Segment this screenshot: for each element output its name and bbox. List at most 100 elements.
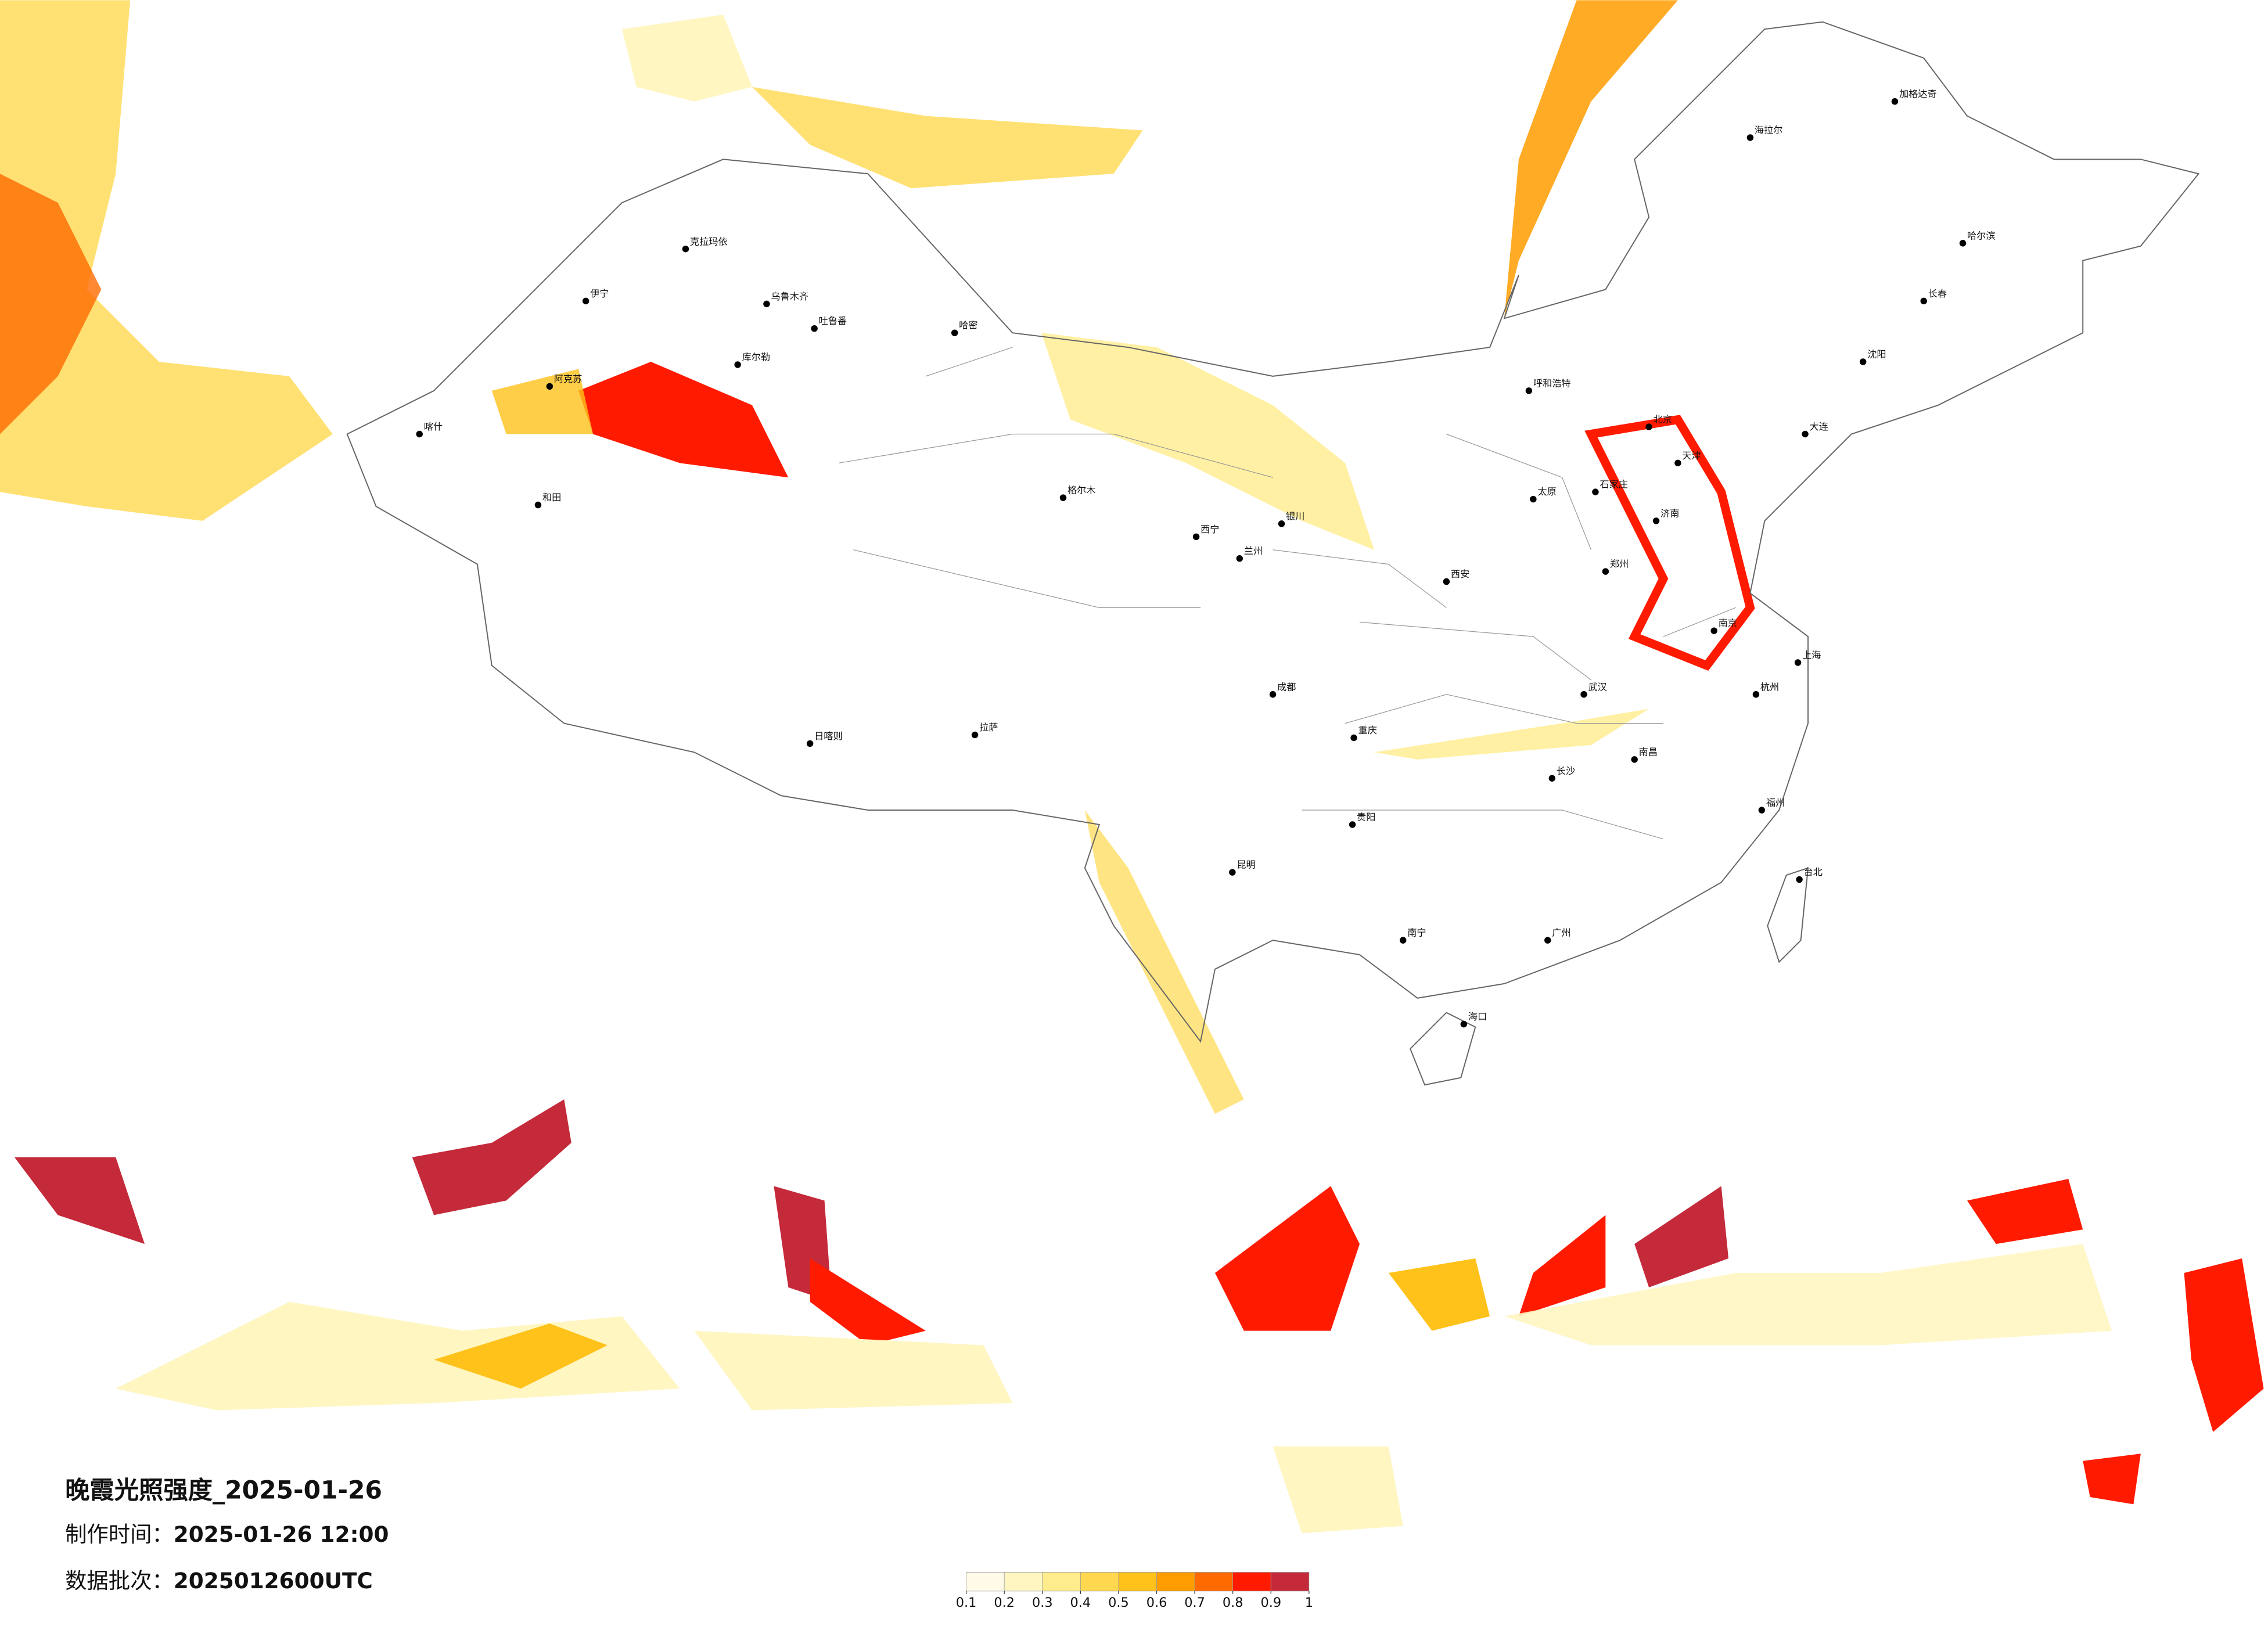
- city-dot: [1752, 691, 1760, 698]
- colorbar-segment: [1080, 1572, 1119, 1592]
- city-label: 福州: [1766, 797, 1785, 808]
- city-label: 成都: [1277, 681, 1296, 692]
- colorbar-segment: [1232, 1572, 1271, 1592]
- city-label: 和田: [542, 492, 561, 503]
- city-label: 台北: [1804, 866, 1823, 877]
- city-dot: [1349, 821, 1356, 828]
- city-dot: [1192, 533, 1200, 541]
- city-dot: [1269, 691, 1277, 698]
- colorbar-tick-label: 0.4: [1070, 1595, 1091, 1610]
- city-dot: [1758, 807, 1766, 814]
- city-dot: [1229, 869, 1236, 876]
- city-label: 上海: [1802, 650, 1821, 661]
- city-dot: [763, 300, 770, 308]
- city-dot: [1746, 134, 1754, 141]
- city-dot: [1399, 937, 1407, 944]
- colorbar-segment: [1004, 1572, 1043, 1592]
- city-dot: [1460, 1020, 1468, 1028]
- city-label: 哈尔滨: [1967, 230, 1996, 241]
- city-dot: [1959, 240, 1967, 247]
- city-label: 南京: [1719, 618, 1737, 629]
- city-label: 伊宁: [590, 288, 609, 299]
- city-dot: [1859, 358, 1867, 365]
- hainan: [1410, 1012, 1476, 1086]
- province-lines: [839, 347, 1736, 840]
- city-label: 济南: [1660, 508, 1679, 519]
- made-time-value: 2025-01-26 12:00: [174, 1521, 389, 1547]
- colorbar-tick-label: 0.8: [1223, 1595, 1243, 1610]
- city-label: 南昌: [1639, 746, 1658, 757]
- city-label: 郑州: [1610, 559, 1629, 570]
- city-label: 沈阳: [1867, 349, 1886, 360]
- city-label: 阿克苏: [554, 373, 583, 384]
- city-dot: [806, 740, 814, 747]
- batch-label: 数据批次：: [65, 1568, 174, 1593]
- city-label: 海口: [1468, 1011, 1487, 1022]
- city-dot: [1802, 430, 1809, 438]
- city-dot: [811, 325, 818, 332]
- city-label: 天津: [1682, 450, 1701, 461]
- city-label: 加格达奇: [1899, 88, 1937, 99]
- taiwan: [1767, 867, 1809, 963]
- made-time-label: 制作时间：: [65, 1521, 174, 1547]
- city-dot: [1059, 494, 1067, 501]
- city-dot: [1350, 734, 1357, 742]
- city-label: 北京: [1654, 414, 1672, 425]
- colorbar-segment: [1118, 1572, 1157, 1592]
- city-dot: [682, 246, 689, 253]
- city-label: 大连: [1810, 421, 1828, 432]
- colorbar-tick-label: 0.2: [994, 1595, 1015, 1610]
- batch-value: 2025012600UTC: [174, 1568, 373, 1593]
- city-dot: [1525, 387, 1533, 394]
- colorbar-tick-label: 0.6: [1146, 1595, 1167, 1610]
- city-dot: [1645, 423, 1652, 430]
- city-label: 太原: [1537, 486, 1556, 497]
- city-dot: [582, 297, 590, 305]
- city-label: 格尔木: [1067, 485, 1096, 496]
- city-dot: [1548, 775, 1555, 782]
- city-dot: [1674, 459, 1681, 467]
- city-dot: [546, 383, 553, 390]
- city-label: 喀什: [424, 421, 443, 432]
- city-label: 贵阳: [1357, 811, 1375, 822]
- city-dot: [1920, 297, 1928, 305]
- city-label: 广州: [1552, 927, 1570, 938]
- city-dot: [1544, 937, 1551, 944]
- city-dot: [1580, 691, 1587, 698]
- colorbar-tick-label: 0.5: [1108, 1595, 1129, 1610]
- city-label: 克拉玛依: [690, 236, 728, 247]
- city-dot: [1652, 517, 1660, 524]
- glow-field: [0, 0, 2264, 1534]
- colorbar-tick-label: 0.7: [1184, 1595, 1205, 1610]
- city-dot: [1631, 756, 1638, 763]
- colorbar: 0.1 0.2 0.3 0.4 0.5 0.6 0.7 0.8 0.9 1: [956, 1572, 1313, 1610]
- city-dot: [1794, 659, 1802, 666]
- made-time: 制作时间：2025-01-26 12:00: [65, 1521, 389, 1547]
- batch: 数据批次：2025012600UTC: [65, 1568, 373, 1593]
- city-label: 西安: [1451, 569, 1469, 580]
- city-dot: [951, 329, 958, 336]
- city-label: 杭州: [1760, 681, 1779, 692]
- city-label: 拉萨: [979, 722, 998, 733]
- city-dot: [734, 361, 741, 368]
- city-label: 重庆: [1358, 725, 1377, 736]
- china-outline: [346, 21, 2200, 1043]
- colorbar-segment: [966, 1572, 1005, 1592]
- city-label: 海拉尔: [1755, 124, 1783, 135]
- city-dot: [1796, 876, 1803, 883]
- city-dot: [416, 430, 423, 438]
- city-label: 长春: [1928, 288, 1947, 299]
- city-label: 银川: [1286, 510, 1304, 521]
- city-label: 哈密: [959, 320, 977, 331]
- city-dot: [1891, 98, 1899, 105]
- city-label: 呼和浩特: [1533, 377, 1571, 388]
- city-label: 昆明: [1237, 859, 1255, 870]
- city-dot: [1530, 495, 1537, 503]
- colorbar-segment: [1270, 1572, 1310, 1592]
- city-label: 日喀则: [814, 731, 843, 742]
- colorbar-segment: [1042, 1572, 1081, 1592]
- city-label: 武汉: [1588, 681, 1606, 692]
- colorbar-tick-label: 0.1: [956, 1595, 977, 1610]
